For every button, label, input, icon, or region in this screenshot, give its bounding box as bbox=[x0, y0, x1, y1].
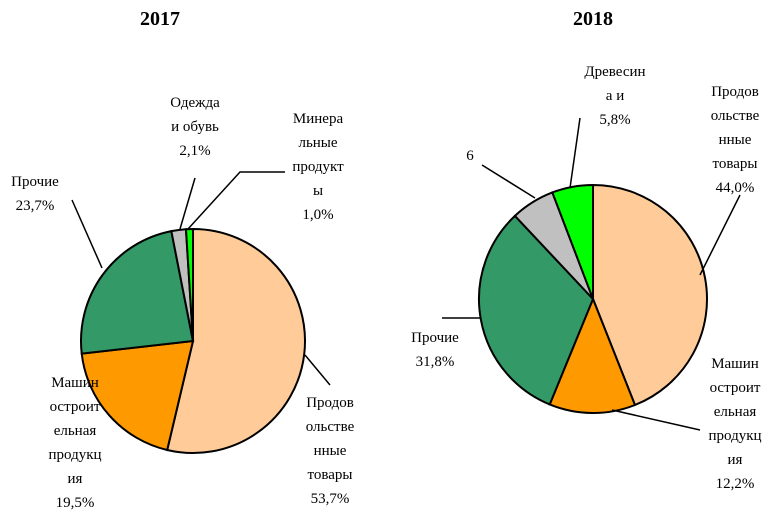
value-label: 2,1% bbox=[179, 143, 210, 159]
slice-label: Машин остроит ельная продукц ия bbox=[708, 356, 761, 468]
slice-label: Древесин а и bbox=[584, 64, 645, 104]
leader-line bbox=[569, 117, 581, 189]
leader-line bbox=[481, 164, 536, 199]
pie-slice bbox=[551, 183, 594, 300]
leader-line bbox=[71, 199, 103, 269]
pie-slice bbox=[592, 183, 708, 407]
pie-slice bbox=[80, 339, 195, 452]
slice-label: Машин остроит ельная продукц ия bbox=[48, 375, 101, 487]
slice-label: Прочие bbox=[11, 174, 59, 190]
value-label: 31,8% bbox=[416, 354, 455, 370]
value-label: 44,0% bbox=[716, 180, 755, 196]
leader-line bbox=[699, 194, 741, 276]
value-label: 19,5% bbox=[56, 495, 95, 511]
leader-line bbox=[611, 409, 701, 431]
value-label: 5,8% bbox=[599, 112, 630, 128]
pie-slice bbox=[184, 227, 194, 342]
slice-label: Прочие bbox=[411, 330, 459, 346]
value-label: 1,0% bbox=[302, 207, 333, 223]
value-label: 23,7% bbox=[16, 198, 55, 214]
chart-title: 2017 bbox=[140, 8, 180, 30]
slice-label: Продов ольстве нные товары bbox=[306, 395, 355, 483]
chart-title: 2018 bbox=[573, 8, 613, 30]
leader-line bbox=[187, 171, 285, 230]
pie-slice bbox=[548, 296, 637, 414]
slice-label: Продов ольстве нные товары bbox=[711, 84, 760, 172]
value-label: 6 bbox=[466, 148, 474, 164]
pie-slice bbox=[80, 229, 195, 355]
slice-label: Минера льные продукт ы bbox=[292, 111, 344, 199]
leader-line bbox=[179, 177, 196, 230]
leader-line bbox=[304, 354, 331, 386]
value-label: 12,2% bbox=[716, 476, 755, 492]
value-label: 53,7% bbox=[311, 491, 350, 507]
slice-label: Одежда и обувь bbox=[170, 95, 220, 135]
pie-slice bbox=[478, 214, 595, 406]
pie-slice bbox=[165, 227, 306, 454]
